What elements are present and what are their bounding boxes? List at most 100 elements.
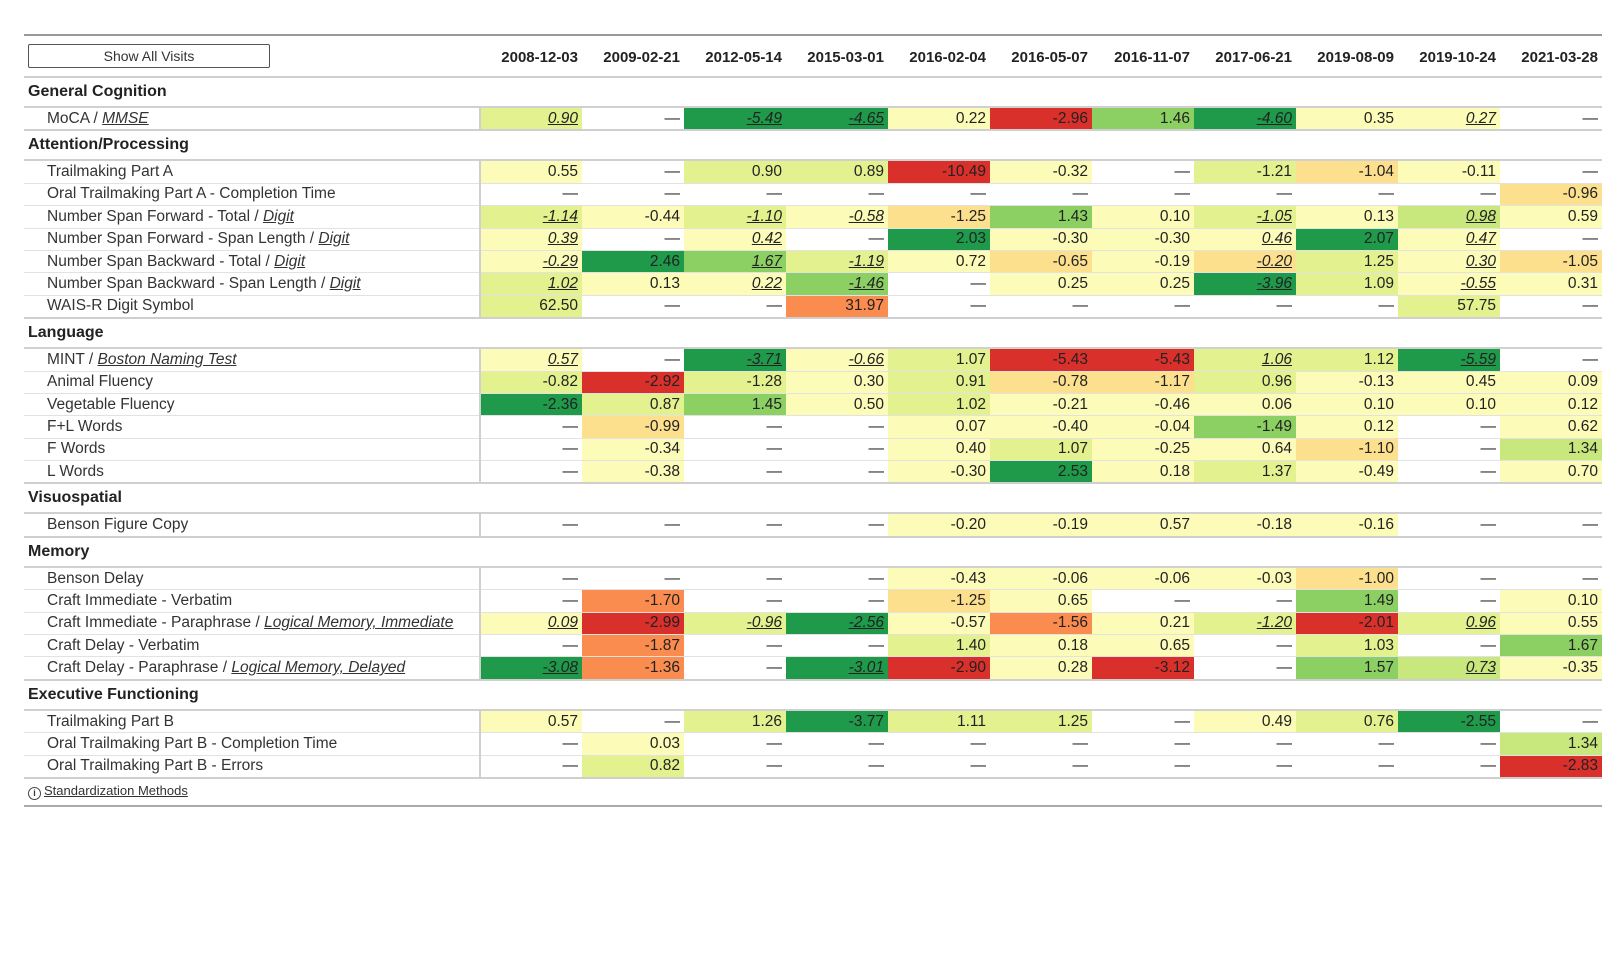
standardization-methods-link[interactable]: Standardization Methods	[44, 783, 188, 799]
score-cell: -1.19	[786, 250, 888, 274]
score-cell: -4.65	[786, 107, 888, 132]
equivalent-test-link[interactable]: Digit	[329, 275, 361, 293]
score-cell: -0.29	[480, 250, 582, 274]
score-cell: —	[582, 228, 684, 251]
score-cell: —	[684, 513, 786, 538]
score-cell: 0.18	[1092, 460, 1194, 485]
score-cell: -1.87	[582, 634, 684, 658]
score-cell: 1.03	[1296, 634, 1398, 658]
equivalent-test-link[interactable]: Digit	[262, 207, 294, 225]
score-cell: 0.12	[1296, 415, 1398, 439]
score-cell: —	[582, 107, 684, 132]
score-cell: 62.50	[480, 295, 582, 320]
score-cell: 1.37	[1194, 460, 1296, 485]
equivalent-test-link[interactable]: Digit	[318, 230, 350, 248]
score-cell: 0.50	[786, 393, 888, 417]
measure-name: L Words	[47, 462, 104, 480]
score-cell: 0.96	[1194, 371, 1296, 394]
category-row: Visuospatial	[24, 483, 1602, 515]
score-cell: —	[480, 566, 582, 591]
score-cell: 0.39	[480, 228, 582, 251]
score-cell: —	[1194, 295, 1296, 320]
score-cell: 0.09	[480, 612, 582, 636]
score-cell: —	[480, 460, 582, 485]
measure-name: Vegetable Fluency	[47, 395, 175, 413]
score-cell: -0.25	[1092, 438, 1194, 462]
measure-name: Oral Trailmaking Part B - Errors	[47, 757, 264, 775]
equivalent-test-link[interactable]: Digit	[274, 252, 306, 270]
score-cell: —	[786, 513, 888, 538]
score-cell: 1.09	[1296, 272, 1398, 296]
score-cell: 0.57	[480, 709, 582, 734]
category-row: Attention/Processing	[24, 130, 1602, 162]
measure-row: L Words — -0.38— — -0.30 2.53 0.18 1.37 -0.49—0.…	[24, 460, 1602, 485]
score-cell: 1.12	[1296, 348, 1398, 372]
score-cell: —	[1500, 295, 1602, 320]
score-cell: —	[684, 566, 786, 591]
equivalent-test-link[interactable]: MMSE	[102, 109, 149, 127]
measure-label: Vegetable Fluency	[24, 393, 481, 417]
score-cell: 0.18	[990, 634, 1092, 658]
score-cell: 0.90	[480, 107, 582, 132]
score-cell: 0.47	[1398, 228, 1500, 251]
measure-name: Craft Delay - Paraphrase /	[47, 659, 232, 677]
score-cell: —	[1194, 732, 1296, 756]
score-cell: -0.46	[1092, 393, 1194, 417]
score-cell: —	[684, 755, 786, 779]
measure-row: MINT / Boston Naming Test 0.57— -3.71 -0.66…	[24, 348, 1602, 372]
measure-row: WAIS-R Digit Symbol 62.50— —31.97— — — — —57.7…	[24, 295, 1602, 320]
measure-row: Trailmaking Part A 0.55—0.90 0.89 -10.49 -0.…	[24, 160, 1602, 184]
score-cell: -2.90	[888, 656, 990, 681]
equivalent-test-link[interactable]: Logical Memory, Delayed	[231, 659, 406, 677]
measure-row: Number Span Backward - Total / Digit -0.2…	[24, 250, 1602, 274]
measure-label: MoCA / MMSE	[24, 107, 481, 132]
measure-name: Animal Fluency	[47, 373, 153, 391]
score-cell: 1.02	[888, 393, 990, 417]
measure-row: Animal Fluency -0.82 -2.92 -1.28 0.30 0.91 -0.…	[24, 371, 1602, 394]
score-cell: -10.49	[888, 160, 990, 184]
score-cell: —	[1194, 634, 1296, 658]
equivalent-test-link[interactable]: Logical Memory, Immediate	[264, 614, 454, 632]
score-cell: —	[1398, 183, 1500, 207]
score-cell: 0.03	[582, 732, 684, 756]
measure-name: Benson Figure Copy	[47, 516, 189, 534]
score-cell: 1.06	[1194, 348, 1296, 372]
score-cell: 1.11	[888, 709, 990, 734]
score-cell: —	[1092, 589, 1194, 613]
score-cell: —	[786, 460, 888, 485]
measure-name: MoCA /	[47, 109, 103, 127]
score-cell: 0.57	[480, 348, 582, 372]
score-cell: —	[1500, 513, 1602, 538]
measure-label: L Words	[24, 460, 481, 485]
score-cell: -1.10	[684, 205, 786, 229]
measure-name: Craft Immediate - Paraphrase /	[47, 614, 265, 632]
score-cell: 0.91	[888, 371, 990, 394]
score-cell: —	[480, 755, 582, 779]
score-cell: 31.97	[786, 295, 888, 320]
score-cell: 0.22	[684, 272, 786, 296]
visit-date-header: 2012-05-14	[684, 34, 786, 78]
score-cell: —	[1500, 348, 1602, 372]
score-cell: —	[582, 160, 684, 184]
score-cell: 0.13	[1296, 205, 1398, 229]
score-cell: 0.89	[786, 160, 888, 184]
score-cell: -0.21	[990, 393, 1092, 417]
category-row: Executive Functioning	[24, 679, 1602, 711]
score-cell: —	[786, 415, 888, 439]
score-cell: —	[786, 183, 888, 207]
score-cell: -2.56	[786, 612, 888, 636]
score-cell: 0.10	[1500, 589, 1602, 613]
score-cell: 1.40	[888, 634, 990, 658]
visit-date-header: 2021-03-28	[1500, 34, 1602, 78]
score-cell: 0.25	[1092, 272, 1194, 296]
score-cell: -1.05	[1500, 250, 1602, 274]
score-cell: —	[1194, 656, 1296, 681]
visit-date-header: 2015-03-01	[786, 34, 888, 78]
show-all-visits-button[interactable]: Show All Visits	[28, 44, 270, 68]
measure-row: Craft Delay - Verbatim — -1.87— —1.40 0.18 0.…	[24, 634, 1602, 658]
equivalent-test-link[interactable]: Boston Naming Test	[97, 350, 237, 368]
score-cell: —	[480, 438, 582, 462]
score-cell: —	[1500, 709, 1602, 734]
score-cell: -5.59	[1398, 348, 1500, 372]
score-cell: —	[1092, 160, 1194, 184]
